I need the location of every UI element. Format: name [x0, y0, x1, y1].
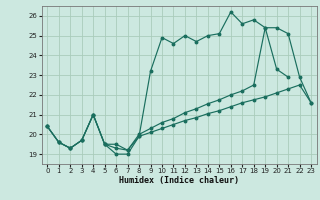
X-axis label: Humidex (Indice chaleur): Humidex (Indice chaleur) [119, 176, 239, 185]
